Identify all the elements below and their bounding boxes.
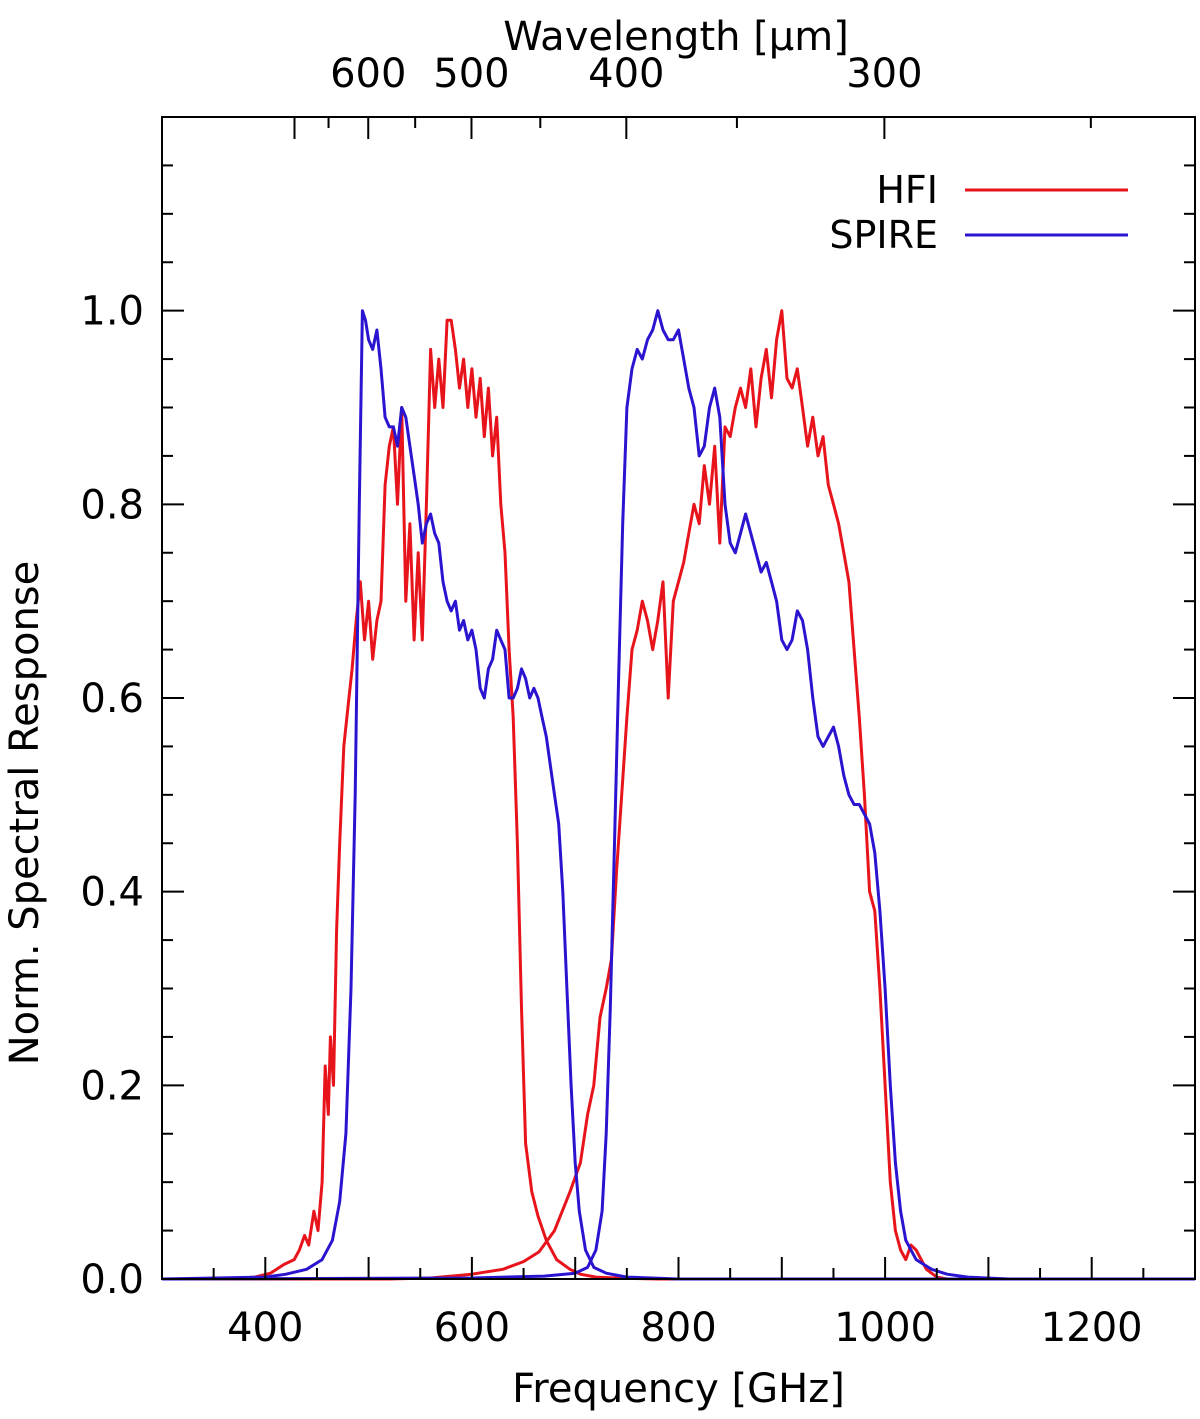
x-tick-label: 400	[227, 1305, 303, 1351]
series-line-spire-3	[161, 309, 1195, 1281]
top-tick-label: 500	[433, 51, 509, 97]
y-axis-title: Norm. Spectral Response	[2, 561, 48, 1066]
x-tick-label: 1000	[834, 1305, 936, 1351]
series-layer	[161, 309, 1195, 1281]
y-tick-label: 0.8	[80, 482, 144, 528]
plot-frame	[161, 116, 1196, 1280]
series-line-spire-2	[161, 309, 1195, 1281]
x-axis-title: Frequency [GHz]	[512, 1366, 845, 1412]
top-tick-label: 300	[846, 51, 922, 97]
x-tick-label: 1200	[1041, 1305, 1143, 1351]
series-line-hfi-0	[162, 318, 1195, 1281]
x-tick-label: 800	[640, 1305, 716, 1351]
y-tick-label: 0.2	[80, 1063, 144, 1109]
top-axis-title: Wavelength [μm]	[503, 14, 849, 60]
legend-label-spire: SPIRE	[829, 213, 938, 257]
y-tick-label: 0.4	[80, 870, 144, 916]
series-line-hfi-1	[162, 309, 1195, 1281]
ticks-layer: 400 600 800 1000 1200 600 500 400 300 0.0 0.2 0.4 0.…	[80, 51, 1195, 1351]
top-tick-label: 600	[330, 51, 406, 97]
legend-label-hfi: HFI	[876, 168, 938, 212]
y-tick-label: 0.6	[80, 676, 144, 722]
y-tick-label: 1.0	[80, 289, 144, 335]
x-tick-label: 600	[434, 1305, 510, 1351]
y-tick-label: 0.0	[80, 1257, 144, 1303]
top-tick-label: 400	[588, 51, 664, 97]
